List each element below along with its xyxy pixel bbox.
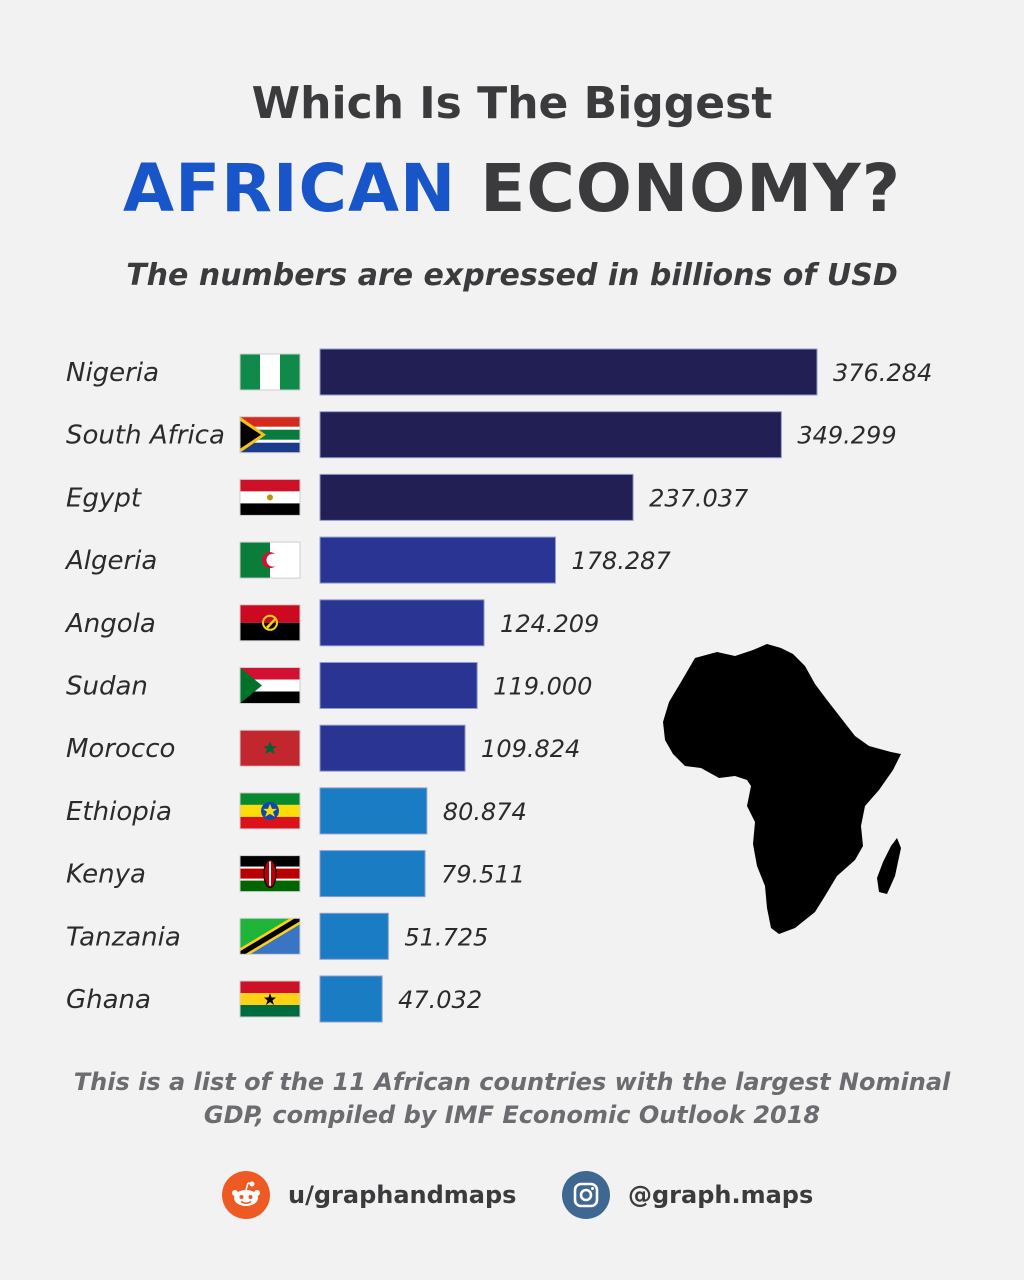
value-label: 124.209 (500, 610, 599, 638)
value-label: 237.037 (649, 484, 749, 512)
category-label: Kenya (66, 860, 146, 890)
category-label: South Africa (66, 421, 225, 451)
footnote-line-1: This is a list of the 11 African countri… (73, 1068, 951, 1096)
bar (319, 912, 389, 960)
value-label: 109.824 (481, 735, 580, 763)
morocco-flag-icon (239, 729, 301, 767)
reddit-handle: u/graphandmaps (288, 1181, 517, 1209)
bar (319, 348, 818, 396)
ethiopia-flag-icon (239, 792, 301, 830)
africa-map-icon (663, 644, 901, 934)
bar (319, 662, 478, 709)
category-label: Ghana (66, 985, 151, 1015)
title-rest: ECONOMY? (480, 150, 901, 227)
subtitle: The numbers are expressed in billions of… (126, 258, 898, 293)
reddit-credit[interactable]: u/graphandmaps (222, 1170, 516, 1220)
bar (319, 411, 782, 459)
sudan-flag-icon (239, 667, 301, 704)
value-label: 178.287 (571, 547, 671, 575)
category-label: Nigeria (66, 358, 159, 388)
bar (319, 975, 383, 1023)
category-label: Sudan (66, 672, 148, 702)
title-line-1: Which Is The Biggest (251, 78, 773, 129)
egypt-flag-icon (239, 478, 301, 516)
value-label: 79.511 (441, 861, 525, 889)
category-label: Morocco (66, 734, 175, 764)
footnote-line-2: GDP, compiled by IMF Economic Outlook 20… (203, 1101, 821, 1129)
value-label: 51.725 (404, 923, 488, 951)
instagram-credit[interactable]: @graph.maps (562, 1170, 813, 1220)
bar (319, 536, 556, 584)
category-label: Algeria (64, 546, 157, 576)
value-label: 47.032 (398, 986, 482, 1014)
value-label: 376.284 (833, 359, 932, 387)
category-label: Ethiopia (66, 797, 172, 827)
instagram-icon (562, 1171, 610, 1219)
title-accent: AFRICAN (122, 150, 457, 227)
title-line-2: AFRICAN ECONOMY? (0, 150, 1024, 227)
south-africa-flag-icon (239, 416, 301, 454)
bar (319, 473, 634, 521)
ghana-flag-icon (239, 980, 301, 1018)
angola-flag-icon (239, 604, 301, 642)
value-label: 80.874 (443, 798, 527, 826)
footnote: This is a list of the 11 African countri… (0, 1066, 1024, 1132)
bar (319, 787, 428, 835)
value-label: 349.299 (797, 422, 896, 450)
bar-chart: Nigeria 376.284 South Africa 349.299 Egypt 23… (64, 348, 932, 1023)
category-label: Tanzania (66, 922, 181, 952)
value-label: 119.000 (493, 673, 592, 701)
tanzania-flag-icon (239, 917, 301, 955)
algeria-flag-icon (239, 541, 301, 579)
kenya-flag-icon (239, 855, 301, 893)
bar (319, 599, 485, 647)
reddit-icon (222, 1171, 270, 1219)
nigeria-flag-icon (239, 353, 301, 391)
instagram-handle: @graph.maps (628, 1181, 814, 1209)
bar (319, 724, 466, 772)
category-label: Egypt (66, 483, 142, 513)
category-label: Angola (64, 609, 156, 639)
bar (319, 850, 426, 898)
